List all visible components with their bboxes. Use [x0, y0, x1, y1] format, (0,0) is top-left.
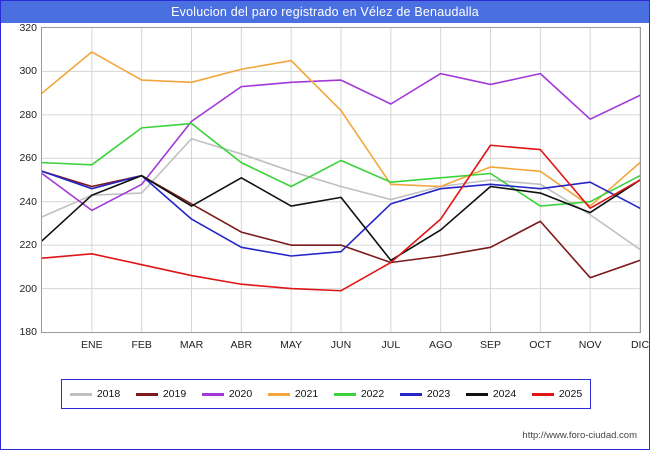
- legend-label-2018: 2018: [96, 388, 121, 400]
- y-tick-260: 260: [19, 152, 37, 165]
- legend-label-2020: 2020: [228, 388, 253, 400]
- y-tick-220: 220: [19, 239, 37, 252]
- legend-item-2019[interactable]: 2019: [135, 388, 187, 400]
- x-tick-DIC: DIC: [630, 339, 650, 351]
- legend-label-2024: 2024: [492, 388, 517, 400]
- legend-swatch-2024: [465, 392, 488, 396]
- legend-swatch-2022: [333, 392, 356, 396]
- plot-area: [41, 27, 641, 333]
- x-tick-MAY: MAY: [280, 339, 303, 351]
- legend-item-2018[interactable]: 2018: [69, 388, 121, 400]
- legend-swatch-2025: [531, 392, 554, 396]
- chart-title-bar: Evolucion del paro registrado en Vélez d…: [1, 1, 649, 23]
- x-tick-JUL: JUL: [381, 339, 401, 351]
- y-tick-180: 180: [19, 326, 37, 338]
- legend-item-2025[interactable]: 2025: [531, 388, 583, 400]
- legend-label-2023: 2023: [426, 388, 451, 400]
- x-tick-SEP: SEP: [479, 339, 502, 351]
- legend-swatch-2023: [399, 392, 422, 396]
- legend-label-2019: 2019: [162, 388, 187, 400]
- series-line-2024: [41, 174, 641, 262]
- x-tick-AGO: AGO: [428, 339, 453, 351]
- series-line-2021: [41, 51, 641, 207]
- x-tick-MAR: MAR: [179, 339, 204, 351]
- y-tick-320: 320: [19, 22, 37, 34]
- x-tick-ENE: ENE: [81, 339, 103, 351]
- legend-item-2022[interactable]: 2022: [333, 388, 385, 400]
- page-title: Evolucion del paro registrado en Vélez d…: [171, 5, 479, 19]
- series-line-2025: [41, 144, 641, 292]
- source-url: http://www.foro-ciudad.com: [522, 430, 637, 441]
- legend-swatch-2021: [267, 392, 290, 396]
- y-tick-280: 280: [19, 108, 37, 121]
- series-line-2022: [41, 122, 641, 207]
- series-line-2018: [41, 137, 641, 251]
- legend-item-2024[interactable]: 2024: [465, 388, 517, 400]
- legend-label-2022: 2022: [360, 388, 385, 400]
- legend-item-2023[interactable]: 2023: [399, 388, 451, 400]
- y-tick-300: 300: [19, 65, 37, 78]
- legend-item-2020[interactable]: 2020: [201, 388, 253, 400]
- legend-swatch-2019: [135, 392, 158, 396]
- x-tick-NOV: NOV: [578, 339, 602, 351]
- legend-item-2021[interactable]: 2021: [267, 388, 319, 400]
- chart-legend: 2018 2019 2020 2021 2022 2023 2024 2025: [61, 379, 591, 409]
- y-tick-200: 200: [19, 282, 37, 295]
- x-tick-OCT: OCT: [529, 339, 552, 351]
- series-line-2020: [41, 72, 641, 212]
- legend-label-2025: 2025: [558, 388, 583, 400]
- legend-swatch-2020: [201, 392, 224, 396]
- x-tick-ABR: ABR: [230, 339, 253, 351]
- x-tick-JUN: JUN: [330, 339, 352, 351]
- line-chart-svg: [41, 28, 641, 332]
- plot-area-wrapper: 180 200 220 240 260 280 300 320 ENE FEB MAR ABR MAY…: [19, 22, 649, 351]
- legend-label-2021: 2021: [294, 388, 319, 400]
- x-tick-FEB: FEB: [131, 339, 152, 351]
- y-tick-240: 240: [19, 195, 37, 208]
- legend-swatch-2018: [69, 392, 92, 396]
